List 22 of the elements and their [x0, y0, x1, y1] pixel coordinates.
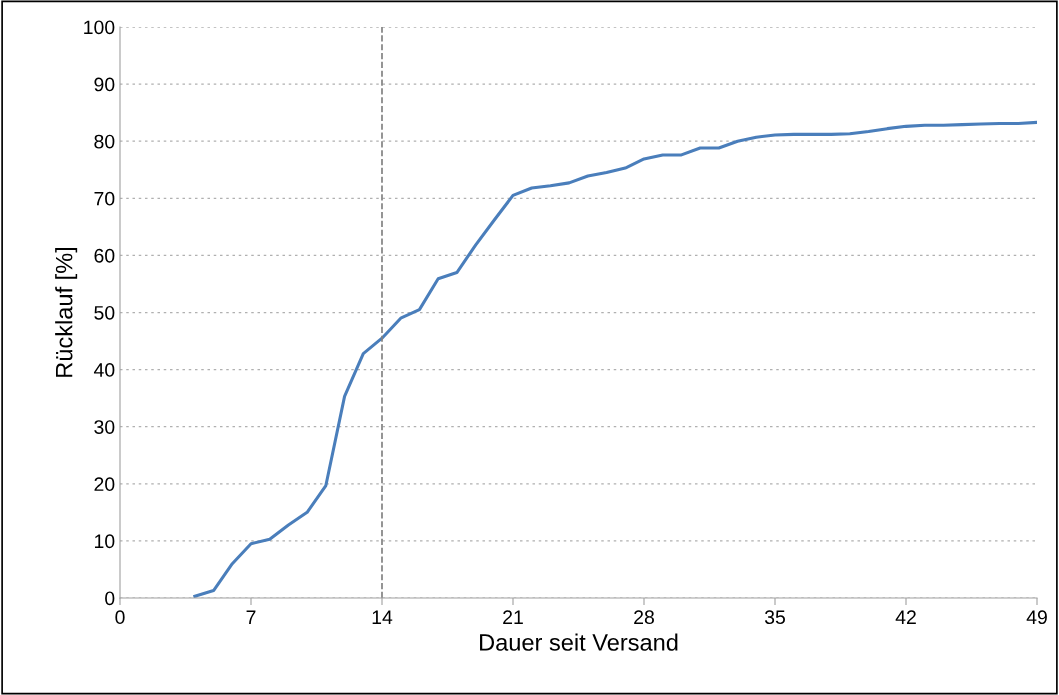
y-tick-label: 90	[94, 77, 115, 92]
line-series	[193, 120, 1037, 598]
y-tick-label: 70	[94, 191, 115, 206]
x-tick-label: 42	[895, 610, 916, 624]
y-tick-label: 10	[95, 534, 115, 549]
x-tick-label: 21	[503, 610, 523, 624]
x-tick-label: 28	[634, 610, 654, 625]
x-tick-label: 0	[115, 610, 125, 625]
y-tick-label: 30	[94, 420, 115, 434]
y-tick-label: 60	[94, 248, 115, 263]
x-tick-label: 49	[1026, 610, 1047, 625]
x-tick-label: 35	[764, 610, 785, 625]
x-axis-title: Dauer seit Versand	[480, 633, 678, 651]
y-tick-label: 0	[105, 591, 115, 606]
y-axis-title: Rücklauf [%]	[55, 247, 78, 377]
x-tick-label: 7	[246, 610, 256, 624]
x-tick-label: 14	[372, 610, 393, 624]
y-tick-label: 100	[84, 20, 115, 35]
y-tick-label: 80	[94, 134, 115, 149]
y-tick-label: 40	[93, 363, 115, 377]
y-tick-label: 20	[94, 477, 115, 492]
y-tick-label: 50	[94, 305, 115, 320]
